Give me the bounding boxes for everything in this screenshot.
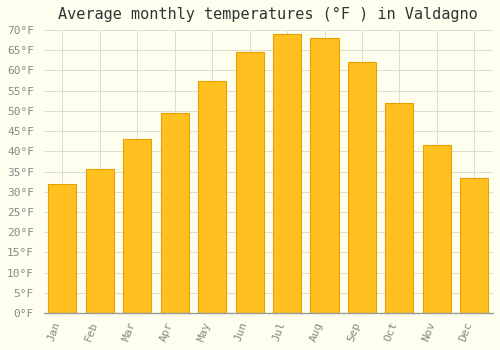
Bar — [236, 52, 264, 313]
Bar — [273, 34, 301, 313]
Bar — [123, 139, 152, 313]
Title: Average monthly temperatures (°F ) in Valdagno: Average monthly temperatures (°F ) in Va… — [58, 7, 478, 22]
Bar — [86, 169, 114, 313]
Bar — [198, 80, 226, 313]
Bar — [310, 38, 338, 313]
Bar — [348, 62, 376, 313]
Bar — [460, 177, 488, 313]
Bar — [423, 145, 451, 313]
Bar — [386, 103, 413, 313]
Bar — [48, 184, 76, 313]
Bar — [160, 113, 189, 313]
